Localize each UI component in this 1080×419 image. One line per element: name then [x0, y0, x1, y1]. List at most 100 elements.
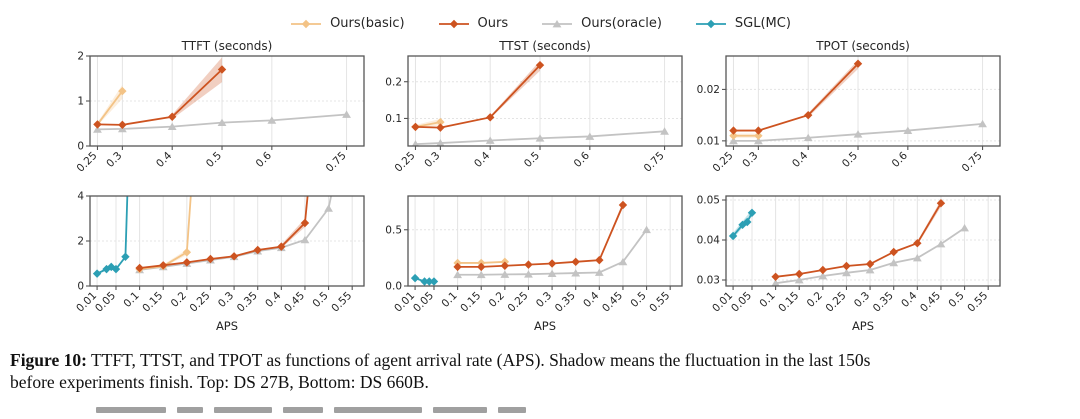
svg-text:0.45: 0.45 — [600, 290, 625, 315]
svg-text:0.05: 0.05 — [93, 290, 118, 315]
chart-ttft-ds27b: 0.25 0.3 0.4 0.5 0.6 0.75 0 1 2 TTFT (seconds) — [58, 38, 376, 188]
svg-text:0.01: 0.01 — [392, 290, 417, 315]
svg-text:0.35: 0.35 — [553, 290, 578, 315]
chart-tpot-ds660b-plot: 0.010.05 0.10.15 0.20.25 0.30.35 0.40.45 0.50… — [697, 195, 1001, 333]
svg-text:TTFT (seconds): TTFT (seconds) — [181, 39, 273, 53]
svg-text:0.3: 0.3 — [104, 150, 124, 170]
svg-text:0.75: 0.75 — [642, 150, 667, 175]
svg-text:0.2: 0.2 — [805, 290, 825, 310]
svg-text:0.04: 0.04 — [697, 235, 721, 247]
legend-label: SGL(MC) — [734, 16, 791, 31]
legend-marker-icon — [438, 19, 469, 28]
legend-label: Ours(oracle) — [581, 16, 662, 31]
chart-tpot-ds660b: 0.01 0.05 0.1 0.15 0.2 0.25 0.3 0.35 0.4 0.45 0.5 0… — [694, 188, 1012, 342]
svg-text:0: 0 — [77, 141, 84, 153]
svg-text:0.5: 0.5 — [310, 290, 330, 310]
svg-text:APS: APS — [852, 319, 874, 333]
svg-text:APS: APS — [534, 319, 556, 333]
svg-text:0.3: 0.3 — [740, 150, 760, 170]
svg-text:0.45: 0.45 — [282, 290, 307, 315]
figure-caption-line1: TTFT, TTST, and TPOT as functions of age… — [86, 350, 871, 370]
legend-item-sgl-mc-: SGL(MC) — [694, 16, 791, 31]
chart-ttft-ds660b-plot: 0.010.05 0.10.15 0.20.25 0.30.35 0.40.45 0.50… — [74, 191, 365, 333]
svg-text:0.4: 0.4 — [581, 289, 602, 310]
svg-text:0.6: 0.6 — [254, 149, 275, 170]
svg-text:0.02: 0.02 — [697, 84, 720, 96]
figure-caption: Figure 10: TTFT, TTST, and TPOT as funct… — [10, 349, 1070, 393]
chart-ttst-ds660b-plot: 0.010.05 0.10.15 0.20.25 0.30.35 0.40.45 0.50… — [385, 195, 683, 333]
svg-text:0.4: 0.4 — [899, 289, 920, 310]
svg-text:0.15: 0.15 — [140, 290, 165, 315]
svg-text:0.25: 0.25 — [393, 150, 418, 175]
chart-tpot-ds27b-plot: 0.25 0.3 0.4 0.5 0.6 0.75 0.01 0.02 TPOT (second… — [697, 39, 1001, 175]
svg-text:0.25: 0.25 — [188, 290, 213, 315]
cropped-next-line-fragment — [96, 407, 526, 413]
legend-marker-icon — [291, 19, 322, 28]
svg-text:0.6: 0.6 — [572, 149, 593, 170]
figure-caption-line2: before experiments finish. Top: DS 27B, … — [10, 372, 429, 392]
svg-text:0.4: 0.4 — [790, 149, 811, 170]
legend-marker-icon — [542, 19, 573, 27]
chart-ttst-ds27b: 0.25 0.3 0.4 0.5 0.6 0.75 0.1 0.2 TTST (seconds) — [376, 38, 694, 188]
legend-item-ours: Ours — [437, 16, 508, 31]
svg-text:0.6: 0.6 — [890, 149, 911, 170]
legend-marker-icon — [695, 19, 726, 28]
svg-text:0.45: 0.45 — [918, 290, 943, 315]
legend-label: Ours(basic) — [330, 16, 405, 31]
svg-text:0.2: 0.2 — [487, 290, 507, 310]
svg-text:4: 4 — [77, 191, 84, 203]
svg-text:0.4: 0.4 — [472, 149, 493, 170]
svg-text:0.01: 0.01 — [710, 290, 735, 315]
svg-text:0.55: 0.55 — [647, 290, 672, 315]
svg-text:0.5: 0.5 — [204, 150, 224, 170]
svg-text:0.15: 0.15 — [776, 290, 801, 315]
svg-text:APS: APS — [216, 319, 238, 333]
chart-tpot-ds27b: 0.25 0.3 0.4 0.5 0.6 0.75 0.01 0.02 TPOT (second… — [694, 38, 1012, 188]
chart-ttst-ds27b-plot: 0.25 0.3 0.4 0.5 0.6 0.75 0.1 0.2 TTST (seconds) — [385, 39, 683, 175]
svg-text:0.05: 0.05 — [697, 195, 720, 207]
svg-text:0.1: 0.1 — [121, 290, 141, 310]
svg-text:0.25: 0.25 — [506, 290, 531, 315]
svg-text:0.4: 0.4 — [263, 289, 284, 310]
svg-text:0.1: 0.1 — [385, 113, 402, 125]
svg-text:1: 1 — [77, 96, 84, 108]
svg-text:0.55: 0.55 — [329, 290, 354, 315]
svg-text:0.1: 0.1 — [439, 290, 459, 310]
chart-ttft-ds660b: 0.01 0.05 0.1 0.15 0.2 0.25 0.3 0.35 0.4 0.45 0.5 0… — [58, 188, 376, 342]
svg-text:0.15: 0.15 — [458, 290, 483, 315]
svg-text:0.75: 0.75 — [960, 150, 985, 175]
svg-text:0.5: 0.5 — [946, 290, 966, 310]
svg-text:0.2: 0.2 — [169, 290, 189, 310]
svg-text:0.3: 0.3 — [422, 150, 442, 170]
svg-text:0.25: 0.25 — [824, 290, 849, 315]
svg-text:2: 2 — [77, 51, 84, 63]
charts-grid: 0.25 0.3 0.4 0.5 0.6 0.75 0 1 2 TTFT (seconds) 0.… — [58, 38, 1012, 342]
svg-text:0.0: 0.0 — [385, 281, 402, 293]
svg-text:2: 2 — [77, 236, 84, 248]
legend-item-ours-basic-: Ours(basic) — [289, 16, 405, 31]
svg-text:0.25: 0.25 — [75, 150, 100, 175]
svg-text:TTST (seconds): TTST (seconds) — [498, 39, 591, 53]
svg-text:0.35: 0.35 — [235, 290, 260, 315]
svg-text:0.03: 0.03 — [697, 275, 720, 287]
svg-text:0.01: 0.01 — [74, 290, 99, 315]
svg-text:0.2: 0.2 — [385, 76, 402, 88]
svg-text:0.3: 0.3 — [852, 290, 872, 310]
svg-text:0.5: 0.5 — [385, 224, 402, 236]
svg-text:0.3: 0.3 — [216, 290, 236, 310]
svg-text:0.55: 0.55 — [965, 290, 990, 315]
svg-text:0.5: 0.5 — [522, 150, 542, 170]
svg-text:0.1: 0.1 — [757, 290, 777, 310]
chart-ttst-ds660b: 0.01 0.05 0.1 0.15 0.2 0.25 0.3 0.35 0.4 0.45 0.5 0… — [376, 188, 694, 342]
svg-text:0.01: 0.01 — [697, 135, 720, 147]
svg-text:0.5: 0.5 — [628, 290, 648, 310]
svg-text:0.4: 0.4 — [154, 149, 175, 170]
svg-text:0.05: 0.05 — [411, 290, 436, 315]
svg-text:0.35: 0.35 — [871, 290, 896, 315]
svg-text:0.75: 0.75 — [324, 150, 349, 175]
svg-text:0.25: 0.25 — [711, 150, 736, 175]
svg-text:0.3: 0.3 — [534, 290, 554, 310]
svg-text:0: 0 — [77, 281, 84, 293]
svg-text:0.05: 0.05 — [729, 290, 754, 315]
